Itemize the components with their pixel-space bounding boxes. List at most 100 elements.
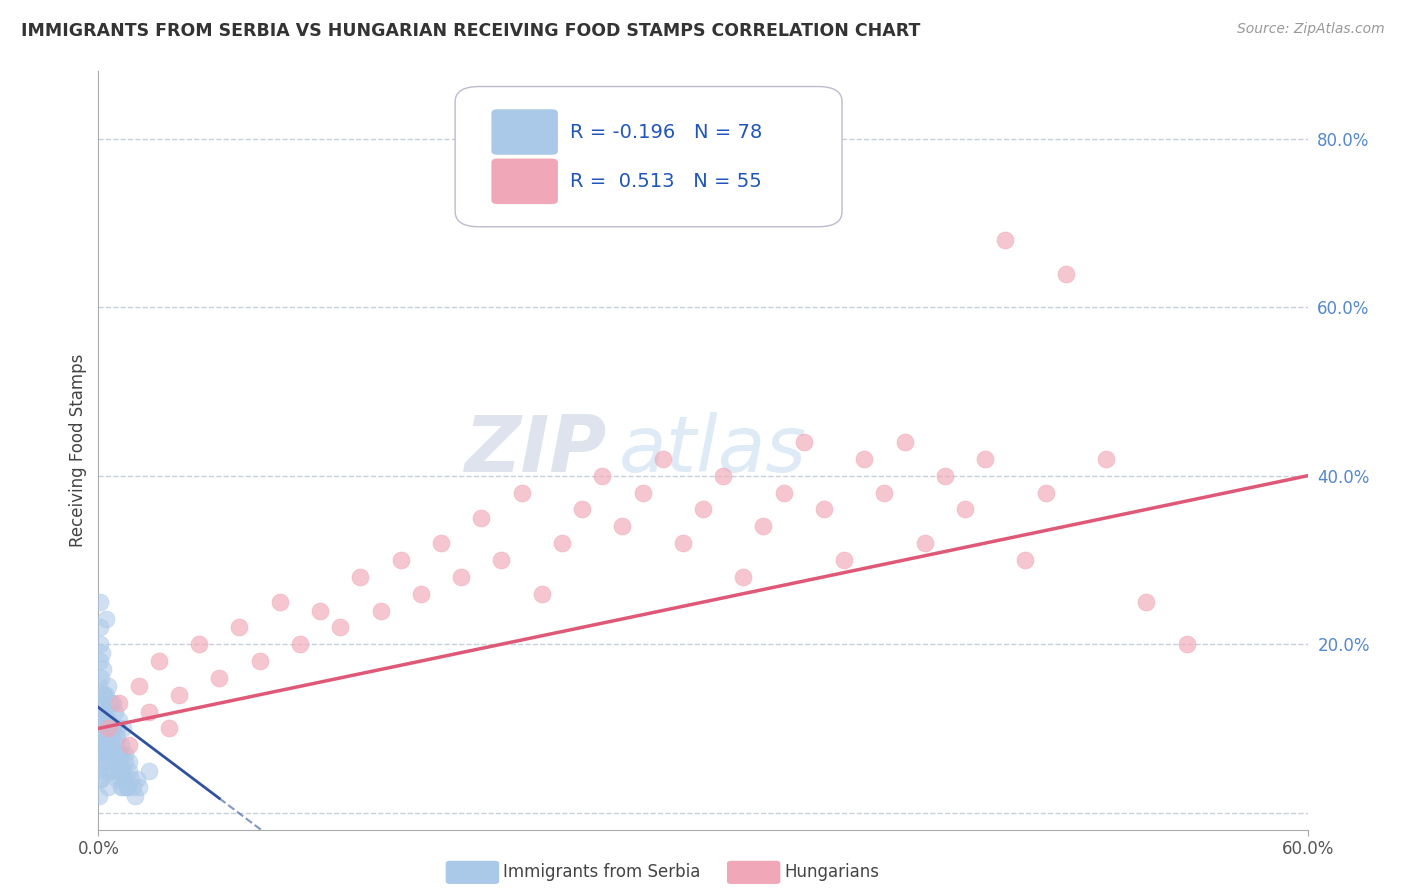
Text: R = -0.196   N = 78: R = -0.196 N = 78 — [569, 122, 762, 142]
Point — [793, 435, 815, 450]
Point — [389, 553, 412, 567]
Point — [90, 696, 112, 710]
Point — [118, 739, 141, 753]
Text: atlas: atlas — [619, 412, 806, 489]
Point — [89, 772, 111, 786]
Point — [813, 502, 835, 516]
Point — [100, 696, 122, 710]
Point — [853, 451, 876, 466]
Point — [409, 587, 432, 601]
Point — [269, 595, 291, 609]
Point — [114, 747, 136, 761]
Point — [96, 612, 118, 626]
Point — [97, 780, 120, 795]
Point — [118, 755, 141, 769]
Point — [94, 755, 117, 769]
Point — [91, 646, 114, 660]
Point — [105, 772, 128, 786]
Point — [105, 722, 128, 736]
Point — [510, 485, 533, 500]
Point — [631, 485, 654, 500]
Point — [100, 730, 122, 744]
Point — [107, 713, 129, 727]
Point — [89, 620, 111, 634]
Point — [430, 536, 453, 550]
Point — [101, 722, 124, 736]
Point — [491, 553, 513, 567]
Point — [309, 603, 332, 617]
Point — [994, 233, 1017, 247]
Point — [128, 679, 150, 693]
Point — [89, 679, 111, 693]
Point — [94, 730, 117, 744]
Point — [974, 451, 997, 466]
Point — [91, 705, 114, 719]
Point — [893, 435, 915, 450]
Point — [89, 637, 111, 651]
FancyBboxPatch shape — [492, 159, 558, 204]
Text: Hungarians: Hungarians — [785, 863, 880, 881]
Point — [1175, 637, 1198, 651]
Point — [93, 688, 115, 702]
Point — [530, 587, 553, 601]
Point — [672, 536, 695, 550]
Point — [288, 637, 311, 651]
Point — [114, 755, 136, 769]
Point — [120, 772, 142, 786]
Point — [692, 502, 714, 516]
Point — [124, 789, 146, 803]
Point — [105, 730, 128, 744]
Point — [953, 502, 976, 516]
Point — [91, 713, 114, 727]
Point — [97, 679, 120, 693]
Point — [91, 722, 114, 736]
Point — [96, 705, 118, 719]
Point — [148, 654, 170, 668]
Point — [103, 755, 125, 769]
Point — [93, 722, 115, 736]
FancyBboxPatch shape — [456, 87, 842, 227]
Point — [111, 764, 134, 778]
Point — [188, 637, 211, 651]
Point — [167, 688, 190, 702]
Point — [105, 739, 128, 753]
Point — [101, 696, 124, 710]
Point — [832, 553, 855, 567]
Point — [1014, 553, 1036, 567]
Point — [1035, 485, 1057, 500]
Point — [91, 739, 114, 753]
Point — [125, 772, 148, 786]
Point — [89, 789, 111, 803]
Point — [93, 663, 115, 677]
Point — [128, 780, 150, 795]
Point — [349, 570, 371, 584]
Point — [107, 747, 129, 761]
Point — [93, 730, 115, 744]
Point — [110, 764, 132, 778]
Point — [103, 747, 125, 761]
Point — [93, 747, 115, 761]
Point — [138, 705, 160, 719]
Text: IMMIGRANTS FROM SERBIA VS HUNGARIAN RECEIVING FOOD STAMPS CORRELATION CHART: IMMIGRANTS FROM SERBIA VS HUNGARIAN RECE… — [21, 22, 921, 40]
Point — [101, 764, 124, 778]
Point — [110, 739, 132, 753]
Point — [752, 519, 775, 533]
Point — [93, 688, 115, 702]
Point — [100, 764, 122, 778]
Point — [772, 485, 794, 500]
Point — [733, 570, 755, 584]
Point — [110, 747, 132, 761]
Point — [115, 780, 138, 795]
Point — [873, 485, 896, 500]
Text: ZIP: ZIP — [464, 412, 606, 489]
Point — [450, 570, 472, 584]
Text: Source: ZipAtlas.com: Source: ZipAtlas.com — [1237, 22, 1385, 37]
Point — [107, 755, 129, 769]
Point — [103, 705, 125, 719]
Point — [89, 764, 111, 778]
Point — [138, 764, 160, 778]
Point — [96, 688, 118, 702]
Point — [591, 468, 613, 483]
Point — [90, 747, 112, 761]
Point — [97, 713, 120, 727]
